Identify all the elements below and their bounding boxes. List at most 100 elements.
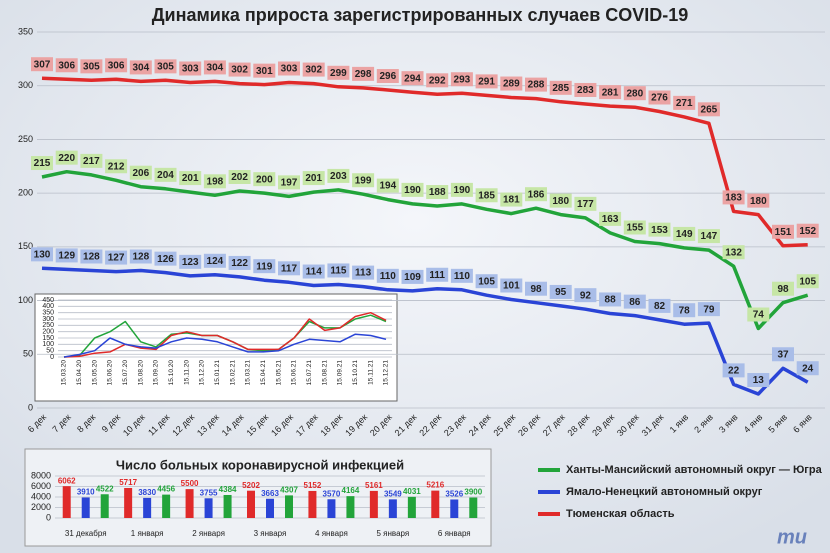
value-label: 281 xyxy=(602,87,619,98)
value-label: 276 xyxy=(651,93,668,104)
bar xyxy=(247,490,255,518)
value-label: 200 xyxy=(256,174,273,185)
value-label-box xyxy=(203,174,226,189)
value-label-box xyxy=(549,193,572,208)
value-label: 86 xyxy=(629,297,641,308)
value-label: 151 xyxy=(775,227,792,238)
value-label: 202 xyxy=(231,172,248,183)
value-label-box xyxy=(203,60,226,75)
x-tick-label: 15.09.20 xyxy=(153,360,160,386)
value-label: 265 xyxy=(701,104,718,115)
x-tick-label: 4 января xyxy=(315,529,348,538)
value-label: 194 xyxy=(379,181,396,192)
value-label-box xyxy=(401,71,424,86)
value-label: 13 xyxy=(753,375,765,386)
value-label-box xyxy=(697,102,720,117)
value-label: 4384 xyxy=(219,485,237,494)
value-label-box xyxy=(475,188,498,203)
y-tick-label: 350 xyxy=(18,26,33,36)
x-tick-label: 1 января xyxy=(131,529,164,538)
value-label: 110 xyxy=(454,271,471,282)
bar xyxy=(223,494,232,518)
value-label-box xyxy=(179,171,202,186)
value-label-box xyxy=(599,292,622,307)
value-label: 152 xyxy=(799,226,816,237)
value-label-box xyxy=(747,193,770,208)
value-label-box xyxy=(179,254,202,269)
value-label: 105 xyxy=(478,276,495,287)
value-label-box xyxy=(525,187,547,202)
value-label: 201 xyxy=(182,173,199,184)
value-label: 298 xyxy=(355,69,372,80)
value-label: 4164 xyxy=(342,486,360,495)
value-label: 153 xyxy=(651,225,668,236)
value-label: 130 xyxy=(34,249,51,260)
value-label: 302 xyxy=(231,65,248,76)
value-label-box xyxy=(253,63,276,78)
value-label: 98 xyxy=(530,284,542,295)
value-label: 132 xyxy=(725,247,742,258)
y-tick-label: 400 xyxy=(42,303,54,310)
value-label: 114 xyxy=(306,267,323,278)
value-label: 301 xyxy=(256,66,273,77)
value-label-box xyxy=(772,347,794,362)
series-line xyxy=(41,169,809,331)
x-tick-label: 15.09.21 xyxy=(337,360,344,386)
value-label: 304 xyxy=(132,63,149,74)
value-label: 22 xyxy=(728,366,740,377)
value-label: 280 xyxy=(626,88,643,99)
value-label: 5216 xyxy=(426,481,444,490)
value-label: 5152 xyxy=(304,481,322,490)
value-label-box xyxy=(623,86,646,101)
value-label-box xyxy=(599,211,622,226)
value-label: 5161 xyxy=(365,481,383,490)
value-label: 299 xyxy=(330,68,347,79)
value-label: 3526 xyxy=(445,490,463,499)
value-label-box xyxy=(426,73,449,88)
x-tick-label: 3 января xyxy=(254,529,287,538)
y-tick-label: 300 xyxy=(42,316,54,323)
bar xyxy=(369,490,378,518)
x-tick-label: 15.12.20 xyxy=(199,360,206,386)
value-label: 113 xyxy=(355,268,372,279)
x-tick-label: 15.11.21 xyxy=(367,360,374,385)
y-tick-label: 4000 xyxy=(31,491,51,501)
value-label-box xyxy=(722,190,745,205)
value-label: 82 xyxy=(654,301,666,312)
y-tick-label: 300 xyxy=(18,80,33,90)
chart-title: Динамика прироста зарегистрированных слу… xyxy=(152,5,689,25)
value-label: 126 xyxy=(157,254,174,265)
x-tick-label: 15.08.21 xyxy=(321,360,328,386)
value-label-box xyxy=(450,182,473,197)
x-tick-label: 15.05.21 xyxy=(275,360,282,386)
bar xyxy=(100,494,109,518)
value-label-box xyxy=(648,298,671,313)
value-label-box xyxy=(129,60,152,75)
value-label-box xyxy=(228,255,251,270)
value-label-box xyxy=(228,62,251,77)
series-line xyxy=(41,76,808,248)
value-label-box xyxy=(623,294,646,309)
value-label-box xyxy=(525,77,547,92)
value-label-box xyxy=(796,361,819,376)
value-label: 109 xyxy=(404,272,421,283)
value-label-box xyxy=(80,59,103,74)
value-label: 215 xyxy=(34,158,51,169)
value-label-box xyxy=(747,307,770,322)
value-label-box xyxy=(475,74,498,89)
value-label: 88 xyxy=(605,295,617,306)
value-label-box xyxy=(599,85,622,100)
value-label-box xyxy=(253,172,276,187)
value-label-box xyxy=(228,169,251,184)
value-label: 305 xyxy=(83,61,100,72)
value-label: 291 xyxy=(478,77,495,88)
value-label-box xyxy=(574,82,597,97)
y-tick-label: 100 xyxy=(18,295,33,305)
y-tick-label: 50 xyxy=(46,348,54,355)
value-label-box xyxy=(722,363,745,378)
value-label-box xyxy=(327,263,350,278)
y-tick-label: 100 xyxy=(42,341,54,348)
value-label: 307 xyxy=(34,59,51,70)
value-label-box xyxy=(450,72,473,87)
